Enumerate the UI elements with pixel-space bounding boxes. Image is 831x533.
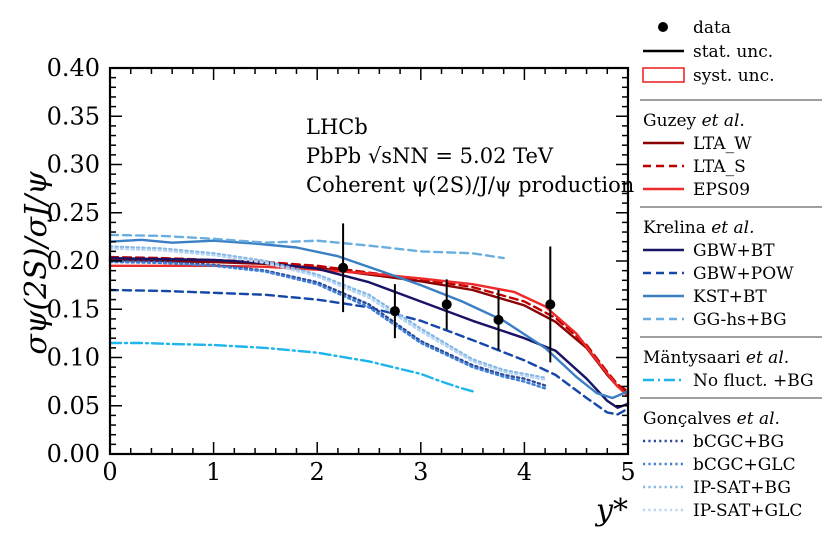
- legend-syst-label: syst. unc.: [693, 66, 775, 86]
- y-tick-label: 0.40: [47, 54, 100, 82]
- model-curves: [108, 233, 630, 416]
- y-tick-label: 0.05: [47, 392, 100, 420]
- y-tick-label: 0.15: [47, 295, 100, 323]
- legend-data-marker: [658, 22, 668, 32]
- series-ip-sat-bg: [108, 245, 547, 379]
- series-no-fluct-bg: [108, 341, 474, 393]
- legend-label-eps09: EPS09: [693, 180, 750, 200]
- legend-group-etal: et al.: [746, 348, 789, 368]
- chart-annotations: LHCb PbPb √sNN = 5.02 TeV Coherent ψ(2S)/J…: [306, 115, 634, 197]
- x-tick-label: 4: [517, 458, 532, 486]
- y-tick-label: 0.35: [47, 102, 100, 130]
- x-tick-label: 0: [102, 458, 117, 486]
- y-tick-label: 0.20: [47, 247, 100, 275]
- y-tick-label: 0.10: [47, 344, 100, 372]
- legend-label-lta-s: LTA_S: [693, 157, 746, 177]
- data-point: [441, 299, 452, 310]
- series-kst-bt: [108, 238, 630, 400]
- x-tick-label: 2: [310, 458, 325, 486]
- legend-label-gbw-pow: GBW+POW: [693, 264, 794, 284]
- legend-label-no-fluct-bg: No fluct. +BG: [693, 371, 814, 391]
- legend-group-heading: Mäntysaari et al.: [643, 348, 789, 368]
- annotation-line: PbPb √sNN = 5.02 TeV: [306, 144, 554, 168]
- data-point: [493, 314, 504, 325]
- legend-group-heading: Gonçalves et al.: [643, 409, 780, 429]
- legend-group-author: Gonçalves: [643, 409, 737, 429]
- legend-label-gg-hs-bg: GG-hs+BG: [693, 310, 787, 330]
- legend-syst-box: [642, 67, 685, 83]
- legend-label-gbw-bt: GBW+BT: [693, 241, 775, 261]
- y-tick-label: 0.30: [47, 151, 100, 179]
- series-gbw-pow: [108, 288, 630, 416]
- legend-data-label: data: [693, 18, 731, 38]
- axis-ticks: 0 1 2 3 4 5 0.00 0.05 0.10 0.15 0.20 0.25 0.30 0.35 0.…: [47, 54, 636, 486]
- legend-label-ip-sat-bg: IP-SAT+BG: [693, 478, 791, 498]
- y-tick-label: 0.25: [47, 199, 100, 227]
- x-tick-label: 3: [413, 458, 428, 486]
- series-ip-sat-glc: [108, 247, 547, 381]
- x-tick-label: 1: [206, 458, 221, 486]
- legend-group-author: Mäntysaari: [643, 348, 746, 368]
- legend-group-etal: et al.: [737, 409, 780, 429]
- legend-group-heading: Krelina et al.: [643, 218, 755, 238]
- legend-group-author: Guzey: [643, 111, 702, 131]
- data-point: [389, 306, 400, 317]
- legend-label-bcgc-bg: bCGC+BG: [693, 432, 784, 452]
- legend-label-kst-bt: KST+BT: [693, 287, 767, 307]
- legend-group-author: Krelina: [643, 218, 711, 238]
- annotation-line: Coherent ψ(2S)/J/ψ production: [306, 173, 634, 197]
- legend-group-etal: et al.: [702, 111, 745, 131]
- data-points: [338, 223, 556, 363]
- legend-label-ip-sat-glc: IP-SAT+GLC: [693, 501, 802, 521]
- legend-group-heading: Guzey et al.: [643, 111, 745, 131]
- series-gg-hs-bg: [108, 233, 505, 260]
- x-axis-title: y*: [594, 493, 628, 528]
- data-point: [338, 262, 349, 273]
- legend-label-bcgc-glc: bCGC+GLC: [693, 455, 796, 475]
- legend: data stat. unc. syst. unc. Guzey et al. LTA_…: [640, 18, 822, 521]
- y-axis-title: σψ(2S)/σJ/ψ: [19, 171, 54, 355]
- legend-stat-label: stat. unc.: [693, 42, 773, 62]
- series-bcgc-glc: [108, 260, 547, 390]
- legend-label-lta-w: LTA_W: [693, 134, 752, 154]
- x-tick-label: 5: [620, 458, 635, 486]
- y-tick-label: 0.00: [47, 440, 100, 468]
- annotation-line: LHCb: [306, 115, 368, 139]
- data-point: [545, 299, 556, 310]
- legend-group-etal: et al.: [711, 218, 754, 238]
